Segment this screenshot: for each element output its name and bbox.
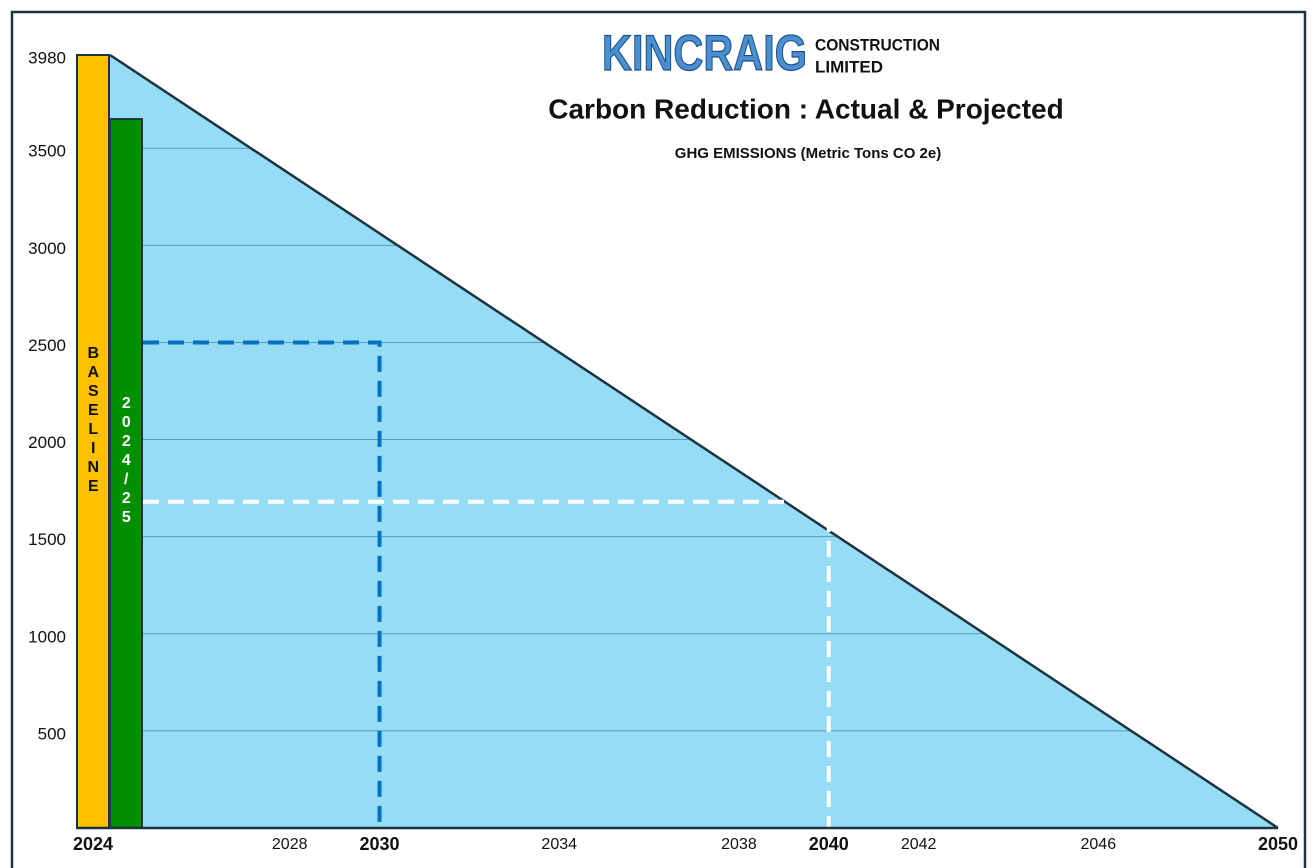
y-tick-label: 2000 <box>28 433 66 452</box>
logo-box <box>594 28 944 84</box>
bar-label: BASELINE <box>85 345 102 497</box>
y-tick-label: 2500 <box>28 336 66 355</box>
x-tick-label: 2046 <box>1081 836 1117 853</box>
x-tick-label: 2030 <box>360 834 400 854</box>
x-tick-label: 2042 <box>901 836 937 853</box>
chart-title: Carbon Reduction : Actual & Projected <box>548 93 1063 124</box>
target-line <box>143 340 382 828</box>
logo-name: KINCRAIG <box>602 25 807 81</box>
logo-line: LIMITED <box>815 57 883 76</box>
logo-line: CONSTRUCTION <box>815 35 940 54</box>
y-tick-label: 1500 <box>28 530 66 549</box>
bar-label: 2024/25 <box>118 395 135 528</box>
x-tick-label: 2050 <box>1258 834 1298 854</box>
x-tick-label: 2028 <box>272 836 308 853</box>
x-tick-label: 2040 <box>809 834 849 854</box>
y-tick-label: 3000 <box>28 239 66 258</box>
y-tick-label: 3500 <box>28 142 66 161</box>
x-tick-label: 2038 <box>721 836 757 853</box>
x-tick-label: 2024 <box>73 834 113 854</box>
y-tick-label: 500 <box>38 724 66 743</box>
y-tick-label: 1000 <box>28 627 66 646</box>
chart-subtitle: GHG EMISSIONS (Metric Tons CO 2e) <box>675 145 941 162</box>
target-line <box>143 499 831 828</box>
frame <box>10 10 1307 868</box>
y-tick-label: 3980 <box>28 48 66 67</box>
projection-line <box>109 53 1279 830</box>
x-tick-label: 2034 <box>541 836 577 853</box>
